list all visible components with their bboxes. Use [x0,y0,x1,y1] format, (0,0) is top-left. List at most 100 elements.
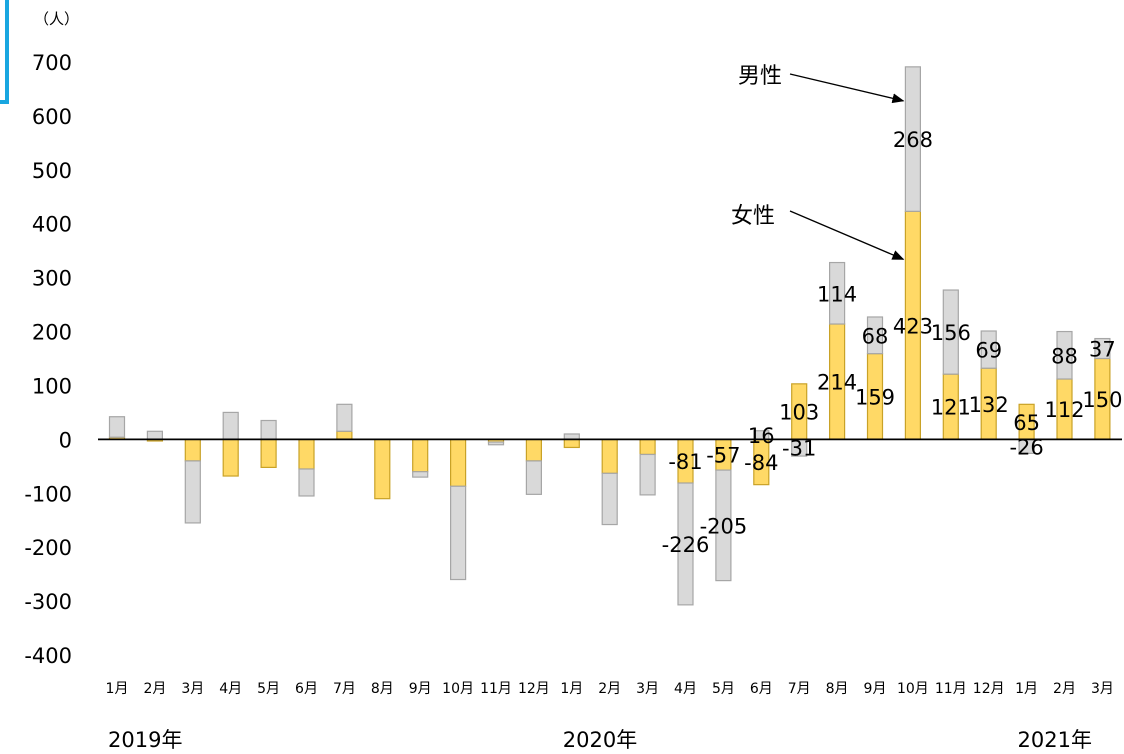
x-tick-label: 8月 [826,681,849,697]
data-label: -81 [668,450,702,474]
x-tick-label: 9月 [409,681,432,697]
data-label: 68 [862,324,889,348]
bar-male-23 [980,330,997,369]
bar-male-11 [525,460,543,495]
bar-female-9 [450,438,467,487]
x-tick-label: 2月 [1053,681,1076,697]
bar-female-13 [601,438,618,474]
data-label: 112 [1044,398,1084,422]
x-tick-label: 9月 [864,681,887,697]
y-tick-label: 600 [32,105,72,129]
data-label: 88 [1051,344,1078,368]
data-label: -205 [700,514,748,538]
y-tick-label: -100 [24,482,72,506]
data-label: 159 [855,386,895,410]
x-tick-label: 10月 [442,681,474,697]
bar-male-26 [1094,337,1111,360]
bar-female-8 [412,438,429,473]
x-tick-label: 3月 [636,681,659,697]
bar-female-11 [525,438,543,462]
y-tick-label: -200 [24,536,72,560]
x-tick-label: 2月 [143,681,166,697]
bar-male-16 [715,469,732,582]
bar-female-3 [222,438,239,477]
bar-female-12 [563,438,580,449]
x-tick-label: 11月 [935,681,967,697]
year-label: 2021年 [1018,728,1092,752]
bars [108,66,1111,606]
x-tick-label: 7月 [788,681,811,697]
data-label: 268 [893,128,933,152]
bar-male-4 [260,419,277,440]
data-label: 16 [748,424,775,448]
annotation-arrow [789,210,905,260]
bar-male-20 [866,316,884,355]
x-tick-label: 1月 [106,681,129,697]
x-tick-label: 12月 [973,681,1005,697]
data-label: 132 [969,393,1009,417]
data-label: 37 [1089,338,1116,362]
year-label: 2020年 [563,728,637,752]
data-label: 214 [817,371,857,395]
bar-male-25 [1056,330,1073,380]
data-label: 103 [779,401,819,425]
data-label: 121 [931,396,971,420]
x-tick-label: 4月 [219,681,242,697]
x-tick-label: 11月 [480,681,512,697]
bar-male-15 [677,482,694,606]
bar-female-7 [374,438,391,500]
bar-male-21 [904,66,922,212]
x-tick-label: 10月 [897,681,929,697]
x-tick-label: 3月 [181,681,204,697]
bar-male-6 [336,403,353,432]
bar-female-14 [639,438,656,456]
y-axis-unit-label: （人） [34,10,79,28]
bar-male-14 [639,453,656,496]
data-label: -31 [782,437,816,461]
bar-male-8 [412,471,429,478]
y-tick-label: 300 [32,267,72,291]
x-tick-label: 6月 [295,681,318,697]
data-label: 423 [893,314,933,338]
data-label: -57 [706,444,740,468]
y-tick-label: 100 [32,374,72,398]
x-tick-label: 1月 [560,681,583,697]
data-label: 156 [931,321,971,345]
bar-male-2 [184,460,201,524]
y-tick-label: 0 [59,428,72,452]
bar-female-4 [260,438,277,468]
data-label: 65 [1013,411,1040,435]
x-tick-label: 6月 [750,681,773,697]
y-tick-label: 200 [32,321,72,345]
y-tick-label: 400 [32,213,72,237]
bar-male-19 [828,261,846,325]
bar-male-3 [222,411,239,440]
bar-male-1 [146,430,163,440]
year-label: 2019年 [108,728,182,752]
data-label: -84 [744,451,778,475]
bar-female-6 [336,430,353,440]
data-label: -226 [662,533,710,557]
bar-male-9 [450,485,467,581]
data-label: 114 [817,282,857,306]
bar-male-13 [601,472,618,526]
data-label: 150 [1082,388,1122,412]
y-tick-label: 500 [32,159,72,183]
data-label: -26 [1009,435,1043,459]
bar-male-10 [487,441,505,446]
accent-box [0,0,9,104]
bar-male-22 [942,289,959,375]
annotation-label: 男性 [738,64,782,89]
x-tick-label: 3月 [1091,681,1114,697]
bar-male-5 [298,468,315,497]
year-labels: 2019年 2020年 2021年 [108,728,1092,752]
x-tick-label: 1月 [1015,681,1038,697]
x-tick-label: 4月 [674,681,697,697]
bar-female-2 [184,438,201,462]
x-tick-label: 8月 [371,681,394,697]
x-tick-label: 5月 [257,681,280,697]
x-tick-label: 7月 [333,681,356,697]
